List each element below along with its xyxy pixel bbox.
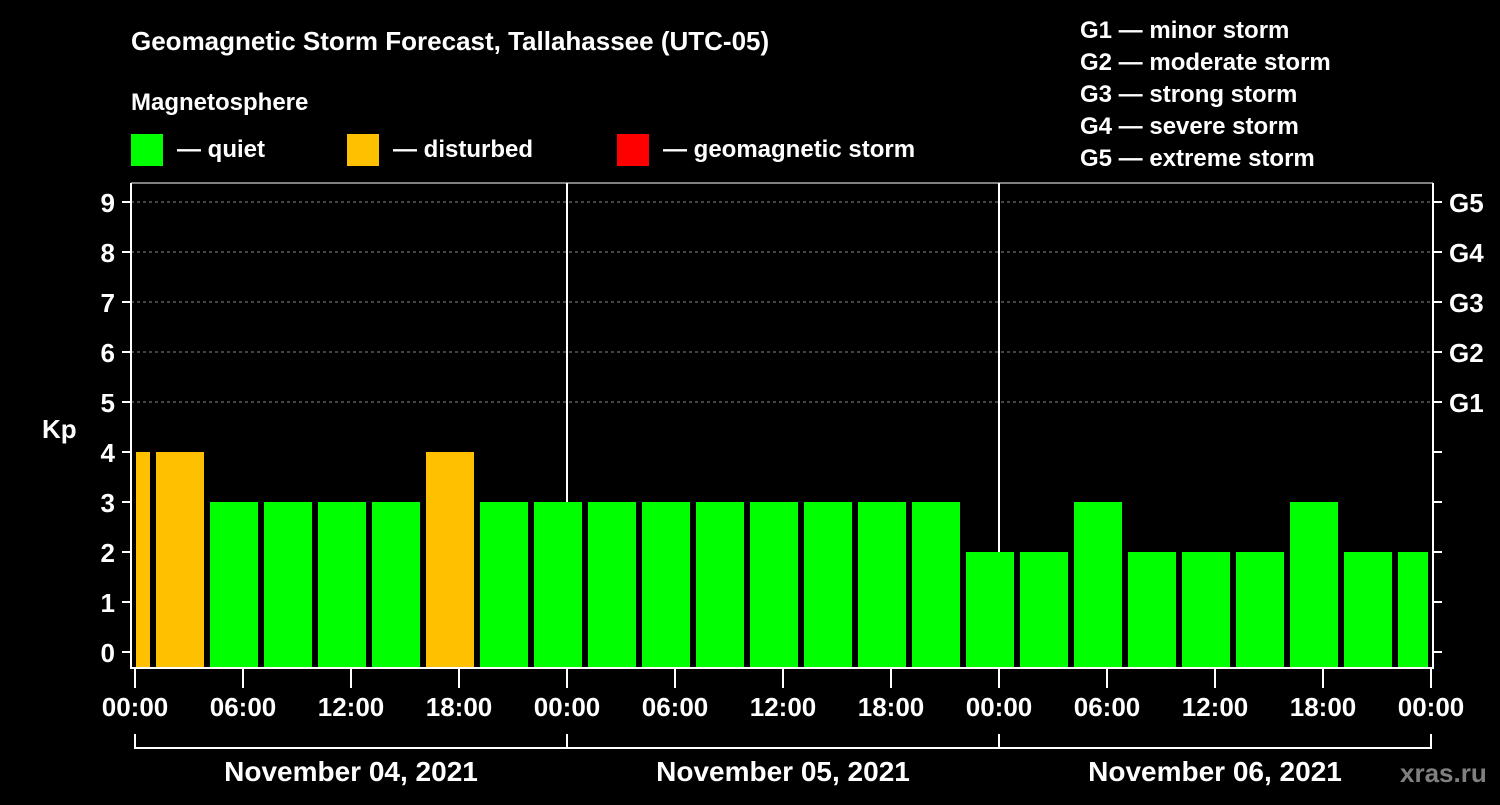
kp-bar bbox=[1182, 552, 1230, 668]
x-tick-label: 18:00 bbox=[426, 692, 493, 722]
y-tick-label: 5 bbox=[101, 388, 115, 418]
x-tick-label: 12:00 bbox=[750, 692, 817, 722]
kp-bar bbox=[1128, 552, 1176, 668]
date-label: November 05, 2021 bbox=[656, 756, 910, 787]
kp-bar bbox=[372, 502, 420, 668]
storm-scale-item: G3 — strong storm bbox=[1080, 81, 1297, 108]
storm-scale-item: G5 — extreme storm bbox=[1080, 145, 1315, 172]
date-bracket bbox=[134, 734, 1432, 749]
x-tick-label: 00:00 bbox=[966, 692, 1033, 722]
x-tick-label: 06:00 bbox=[1074, 692, 1141, 722]
kp-bar bbox=[588, 502, 636, 668]
y-tick-label: 1 bbox=[101, 588, 115, 618]
axes: 0 1 2 3 4 5 6 7 8 9 G1 G2 G3 G4 G5 00:00 06:00 12:00 18:00… bbox=[101, 182, 1484, 787]
kp-bar bbox=[426, 452, 474, 668]
legend-label: — geomagnetic storm bbox=[663, 136, 915, 163]
kp-bar bbox=[136, 452, 150, 668]
kp-bar bbox=[1290, 502, 1338, 668]
date-label: November 04, 2021 bbox=[224, 756, 478, 787]
kp-bar bbox=[318, 502, 366, 668]
kp-bar bbox=[966, 552, 1014, 668]
storm-scale-item: G2 — moderate storm bbox=[1080, 49, 1331, 76]
kp-bar bbox=[804, 502, 852, 668]
kp-bar bbox=[534, 502, 582, 668]
kp-bar bbox=[1236, 552, 1284, 668]
kp-bar bbox=[480, 502, 528, 668]
watermark: xras.ru bbox=[1400, 758, 1487, 788]
chart-subtitle: Magnetosphere bbox=[131, 89, 308, 116]
kp-bar bbox=[1344, 552, 1392, 668]
legend-swatch bbox=[617, 134, 649, 166]
bars bbox=[136, 452, 1428, 668]
x-tick-label: 18:00 bbox=[1290, 692, 1357, 722]
kp-bar bbox=[912, 502, 960, 668]
y-tick-label: 0 bbox=[101, 638, 115, 668]
x-tick-label: 06:00 bbox=[642, 692, 709, 722]
y-tick-label: 2 bbox=[101, 538, 115, 568]
legend: — quiet — disturbed — geomagnetic storm bbox=[131, 134, 915, 166]
storm-scale-item: G1 — minor storm bbox=[1080, 17, 1289, 44]
date-label: November 06, 2021 bbox=[1088, 756, 1342, 787]
kp-bar bbox=[858, 502, 906, 668]
y-tick-label: 9 bbox=[101, 188, 115, 218]
kp-bar bbox=[210, 502, 258, 668]
y-tick-label: 3 bbox=[101, 488, 115, 518]
x-tick-label: 18:00 bbox=[858, 692, 925, 722]
legend-label: — disturbed bbox=[393, 136, 533, 163]
g-scale-label: G1 bbox=[1449, 388, 1484, 418]
kp-bar bbox=[750, 502, 798, 668]
kp-bar bbox=[1074, 502, 1122, 668]
g-scale-label: G3 bbox=[1449, 288, 1484, 318]
g-scale-label: G2 bbox=[1449, 338, 1484, 368]
kp-bar bbox=[1398, 552, 1428, 668]
storm-scale-item: G4 — severe storm bbox=[1080, 113, 1299, 140]
legend-swatch bbox=[347, 134, 379, 166]
x-tick-label: 12:00 bbox=[1182, 692, 1249, 722]
kp-bar bbox=[696, 502, 744, 668]
legend-swatch bbox=[131, 134, 163, 166]
g-scale-label: G5 bbox=[1449, 188, 1484, 218]
kp-bar bbox=[642, 502, 690, 668]
y-tick-label: 7 bbox=[101, 288, 115, 318]
g-scale-label: G4 bbox=[1449, 238, 1484, 268]
y-tick-label: 6 bbox=[101, 338, 115, 368]
x-tick-label: 06:00 bbox=[210, 692, 277, 722]
y-tick-label: 4 bbox=[101, 438, 116, 468]
y-axis-label: Kp bbox=[42, 414, 77, 444]
legend-label: — quiet bbox=[177, 136, 265, 163]
y-tick-label: 8 bbox=[101, 238, 115, 268]
x-tick-label: 12:00 bbox=[318, 692, 385, 722]
kp-bar bbox=[156, 452, 204, 668]
chart-title: Geomagnetic Storm Forecast, Tallahassee … bbox=[131, 26, 769, 56]
kp-bar bbox=[264, 502, 312, 668]
x-tick-label: 00:00 bbox=[534, 692, 601, 722]
storm-scale-legend: G1 — minor storm G2 — moderate storm G3 — … bbox=[1080, 17, 1331, 172]
x-tick-label: 00:00 bbox=[102, 692, 169, 722]
kp-bar bbox=[1020, 552, 1068, 668]
x-tick-label: 00:00 bbox=[1398, 692, 1465, 722]
